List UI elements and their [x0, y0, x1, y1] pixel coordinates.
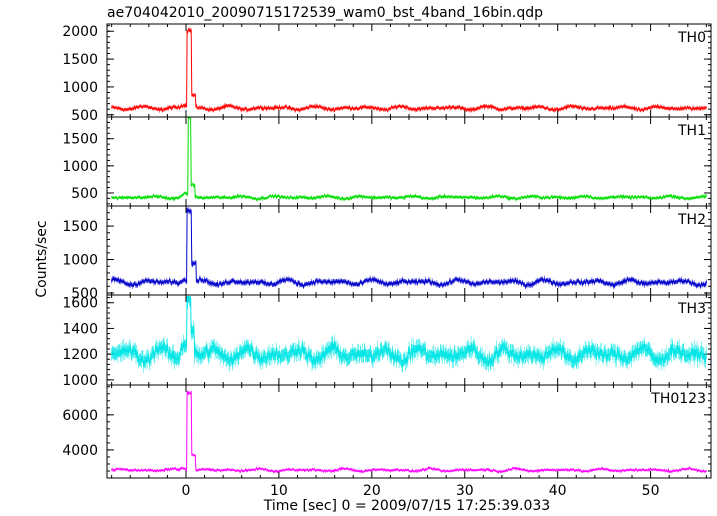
y-tick-label: 1000 [62, 159, 98, 175]
y-tick-label: 1000 [62, 373, 98, 389]
series-errorbars-th0123 [111, 390, 707, 474]
y-tick-label: 1500 [62, 132, 98, 148]
y-tick-label: 2000 [62, 24, 98, 40]
x-tick-label: 50 [642, 483, 660, 499]
y-tick-label: 1200 [62, 347, 98, 363]
x-axis-title: Time [sec] 0 = 2009/07/15 17:25:39.033 [263, 498, 550, 514]
panel-frame [106, 23, 712, 118]
series-label: TH1 [677, 123, 706, 139]
panel-frame [106, 116, 712, 207]
series-errorbars-th2 [111, 207, 707, 290]
y-tick-label: 1000 [62, 253, 98, 269]
panel-th2: 500 1000 1500 TH2 [62, 205, 712, 302]
series-label: TH0 [677, 30, 706, 46]
panel-th3: 1000 1200 1400 1600 TH3 [62, 294, 712, 389]
y-tick-label: 6000 [62, 408, 98, 424]
chart-title: ae704042010_20090715172539_wam0_bst_4ban… [107, 5, 543, 21]
series-label: TH2 [677, 212, 706, 228]
series-errorbars-th1 [111, 116, 707, 202]
series-errorbars-th3 [111, 296, 707, 373]
series-line-th2 [111, 207, 707, 289]
series-line-th0123 [111, 390, 707, 474]
y-tick-label: 500 [71, 286, 98, 302]
y-tick-label: 1400 [62, 321, 98, 337]
x-tick-label: 40 [549, 483, 567, 499]
x-tick-label: 0 [182, 483, 191, 499]
series-label: TH3 [677, 301, 706, 317]
panel-th0: 500 1000 1500 2000 TH0 [62, 23, 712, 124]
y-tick-label: 4000 [62, 443, 98, 459]
y-tick-label: 500 [71, 186, 98, 202]
y-axis-title: Counts/sec [34, 220, 50, 297]
x-tick-label: 20 [363, 483, 381, 499]
y-tick-label: 1000 [62, 80, 98, 96]
y-tick-label: 500 [71, 108, 98, 124]
series-errorbars-th0 [111, 27, 707, 113]
panel-frame [106, 384, 712, 479]
series-line-th0 [111, 28, 707, 113]
x-tick-label: 10 [270, 483, 288, 499]
x-tick-label: 30 [456, 483, 474, 499]
y-tick-label: 1600 [62, 296, 98, 312]
y-tick-label: 1500 [62, 52, 98, 68]
series-line-th1 [111, 117, 707, 202]
panel-frame [106, 294, 712, 386]
y-tick-label: 1500 [62, 219, 98, 235]
panel-th0123: 4000 6000 TH0123 [62, 384, 712, 479]
panel-th1: 500 1000 1500 TH1 [62, 116, 712, 207]
series-label: TH0123 [650, 391, 706, 407]
